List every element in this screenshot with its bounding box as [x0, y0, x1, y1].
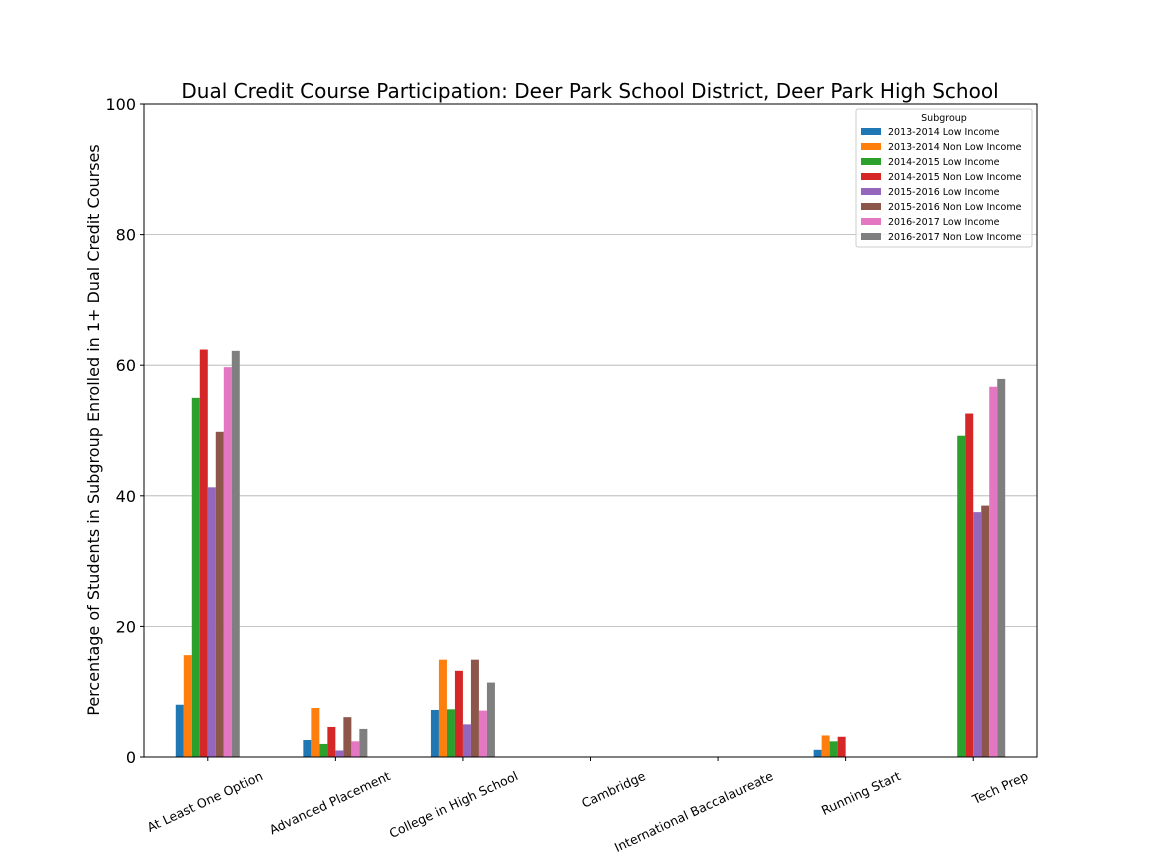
legend-entry: 2016-2017 Non Low Income [888, 232, 1022, 243]
bar [175, 704, 184, 757]
y-tick-label: 100 [105, 95, 136, 114]
bar [486, 682, 495, 757]
legend-entry: 2015-2016 Low Income [888, 187, 1000, 198]
bar [223, 367, 232, 757]
bar [207, 487, 216, 757]
bar [837, 736, 846, 757]
legend-entry: 2013-2014 Low Income [888, 127, 1000, 138]
x-tick-label: At Least One Option [145, 768, 265, 835]
legend-swatch [861, 173, 881, 180]
bar [335, 750, 344, 757]
bar [981, 505, 990, 757]
bar [965, 413, 974, 757]
bar [997, 378, 1006, 757]
bar [199, 349, 208, 757]
bar [446, 709, 455, 757]
bar [973, 512, 982, 757]
bar [327, 726, 336, 757]
y-axis-label: Percentage of Students in Subgroup Enrol… [84, 144, 103, 715]
bar [319, 743, 328, 757]
bar [989, 386, 998, 757]
bar [470, 659, 479, 757]
legend-swatch [861, 218, 881, 225]
x-tick-label: College in High School [387, 768, 520, 841]
legend-title: Subgroup [921, 113, 967, 124]
legend-entry: 2016-2017 Low Income [888, 217, 1000, 228]
bar [183, 655, 192, 757]
bar [478, 710, 487, 757]
bars-group [175, 349, 1006, 757]
bar [215, 431, 224, 757]
bar [351, 741, 360, 757]
y-tick-label: 20 [116, 617, 136, 636]
x-axis: At Least One Option Advanced PlacementCol… [145, 757, 1031, 855]
chart-title: Dual Credit Course Participation: Deer P… [181, 79, 998, 103]
bar [821, 735, 830, 757]
bar [829, 741, 838, 757]
bar [462, 724, 471, 757]
y-tick-label: 60 [116, 356, 136, 375]
bar [957, 435, 966, 757]
legend-swatch [861, 158, 881, 165]
y-tick-label: 40 [116, 487, 136, 506]
legend-entry: 2014-2015 Non Low Income [888, 172, 1022, 183]
bar [231, 350, 240, 757]
bar [191, 397, 200, 757]
legend-entry: 2014-2015 Low Income [888, 157, 1000, 168]
y-tick-label: 80 [116, 226, 136, 245]
legend-swatch [861, 233, 881, 240]
bar [454, 670, 463, 757]
x-tick-label: Cambridge [579, 768, 648, 811]
x-tick-label: Running Start [819, 768, 903, 818]
bar [430, 709, 439, 757]
legend: Subgroup 2013-2014 Low Income 2013-2014 N… [855, 108, 1033, 248]
legend-swatch [861, 143, 881, 150]
bar [311, 708, 320, 757]
x-tick-label: Advanced Placement [267, 768, 393, 837]
legend-entry: 2013-2014 Non Low Income [888, 142, 1022, 153]
legend-swatch [861, 188, 881, 195]
legend-swatch [861, 203, 881, 210]
bar [303, 740, 312, 757]
x-tick-label: Tech Prep [969, 768, 1030, 807]
y-tick-label: 0 [126, 748, 136, 767]
bar [813, 749, 822, 757]
bar [438, 659, 447, 757]
bar [359, 728, 368, 757]
legend-swatch [861, 128, 881, 135]
legend-entry: 2015-2016 Non Low Income [888, 202, 1022, 213]
y-axis: 0 20 40 60 80 100 [105, 95, 144, 767]
bar [343, 717, 352, 757]
legend-box [855, 108, 1033, 248]
